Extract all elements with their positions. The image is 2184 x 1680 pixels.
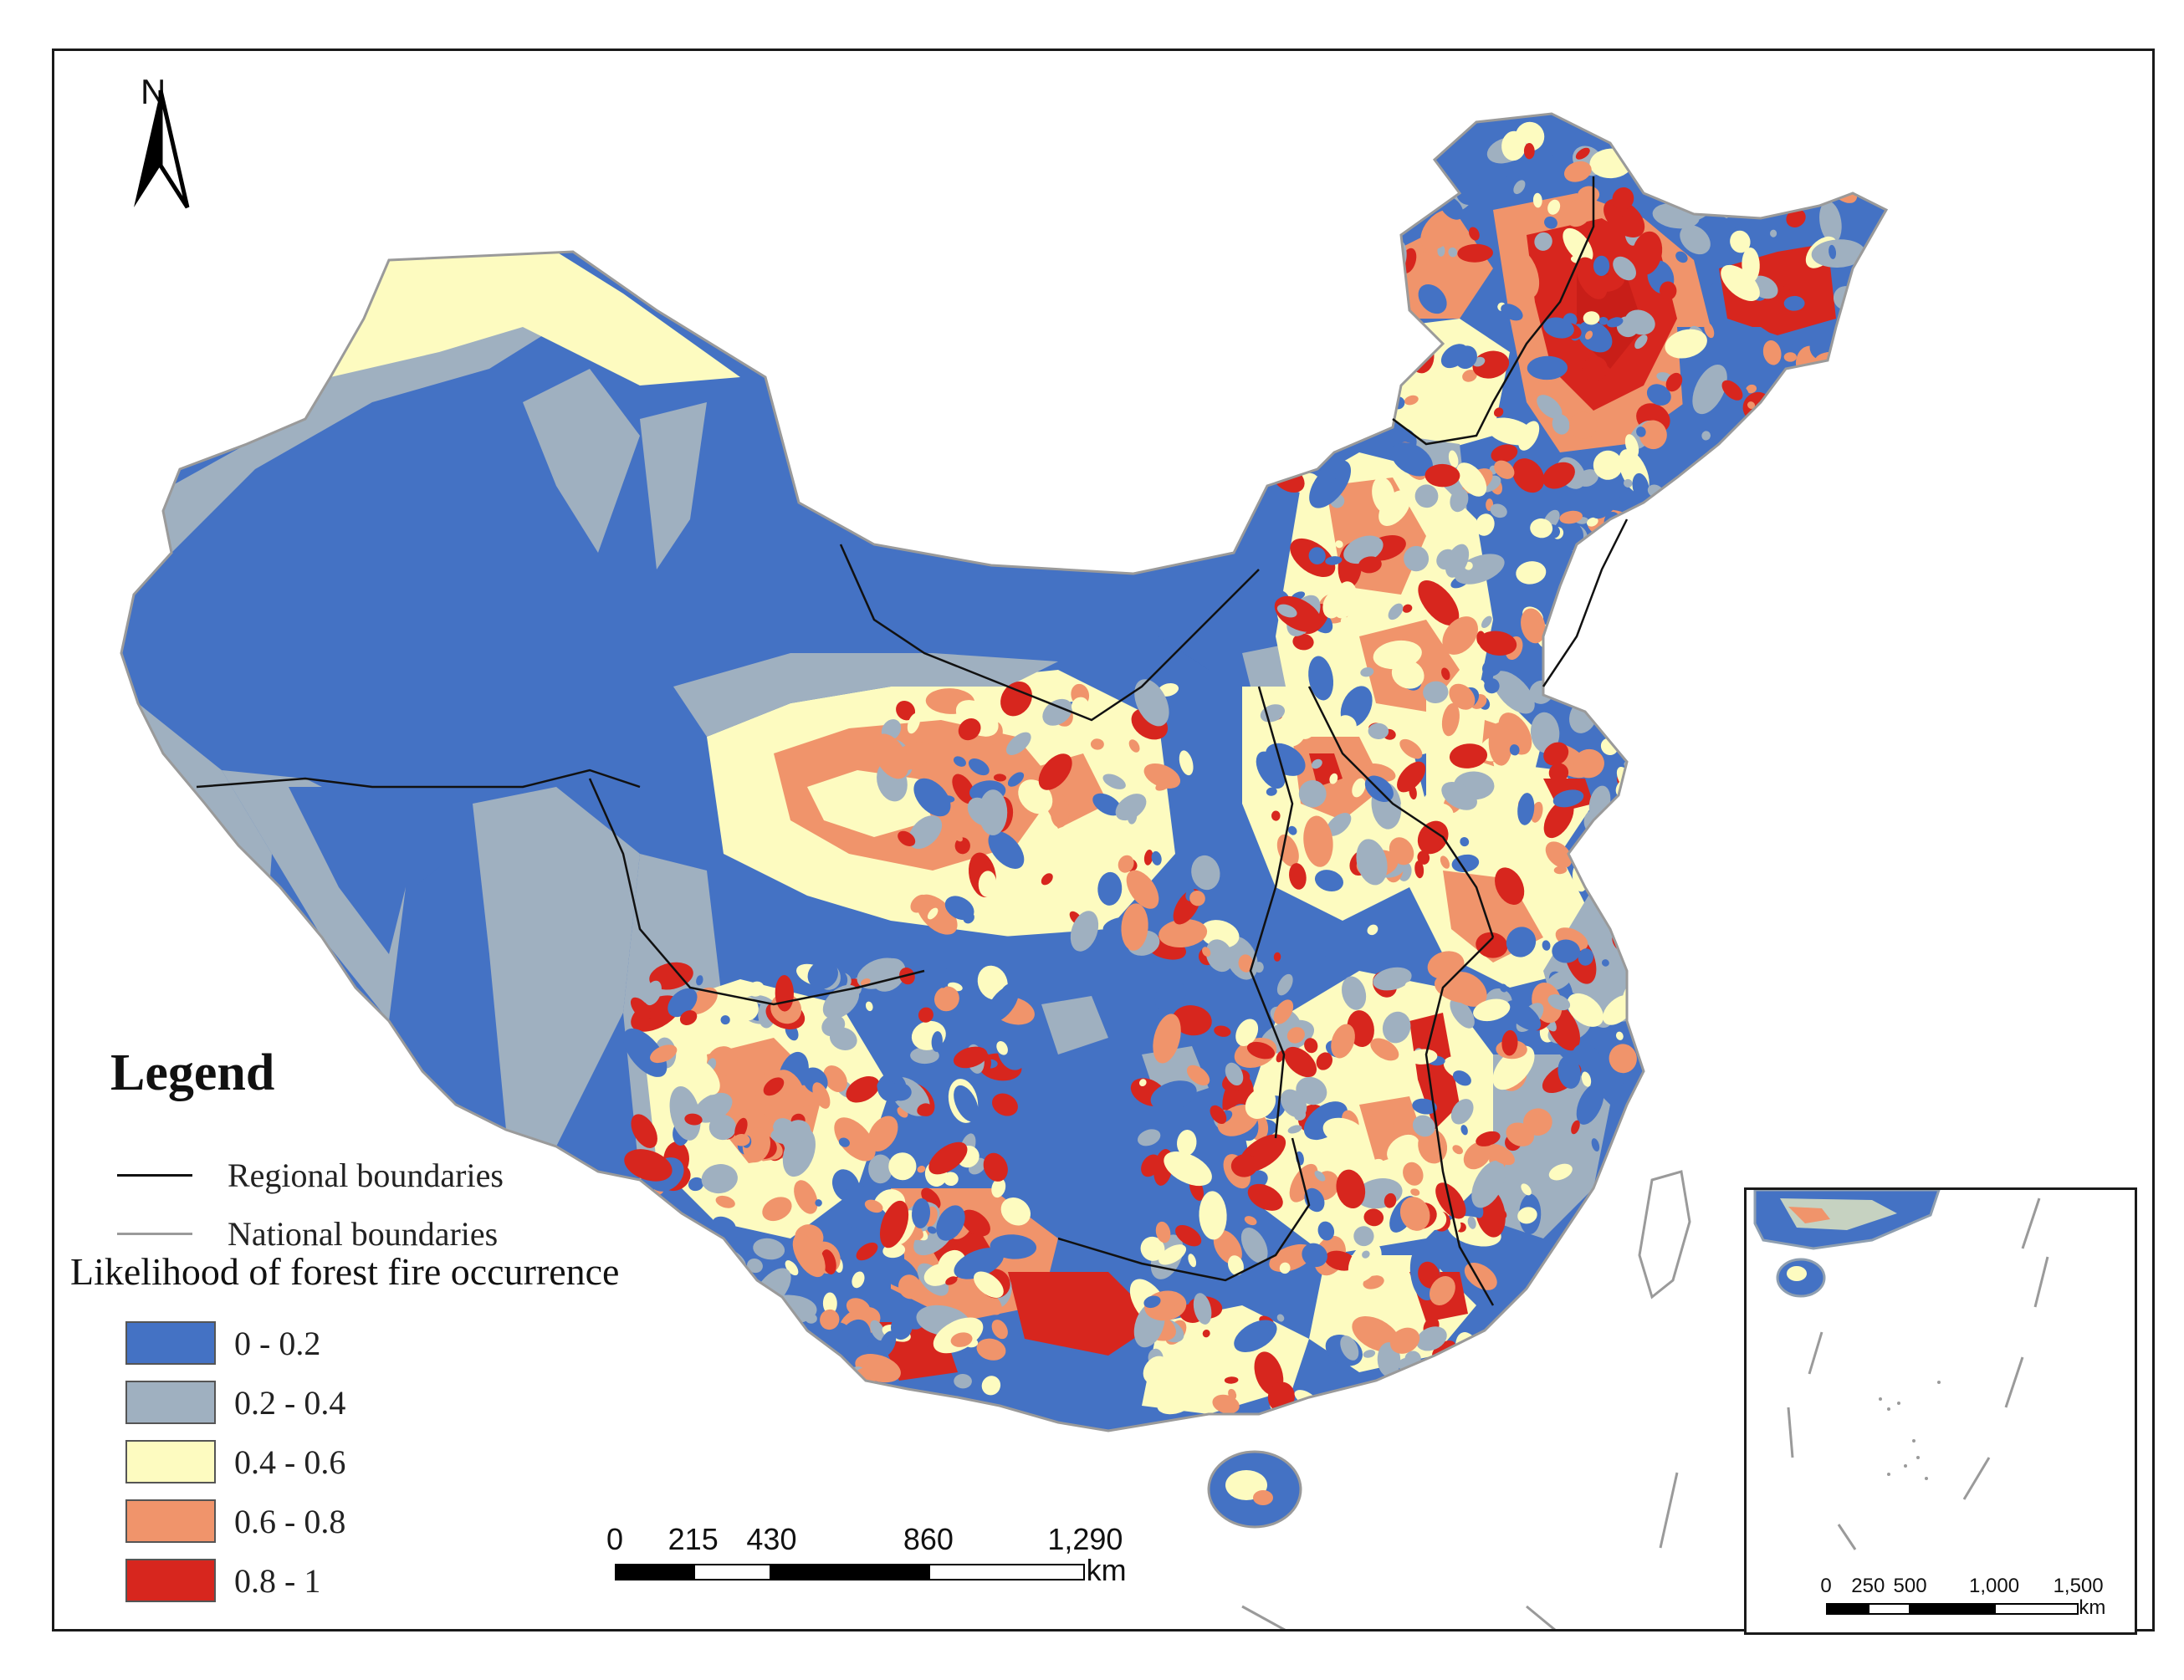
scale-tick-label: 215 [667, 1522, 719, 1556]
legend-class-swatch [125, 1321, 216, 1365]
legend-line-regional: Regional boundaries [117, 1150, 504, 1200]
china-fire-likelihood-map[interactable] [54, 51, 2155, 1631]
scale-segment [1910, 1603, 1995, 1615]
scale-tick-label: 1,290 [1047, 1522, 1123, 1556]
scale-unit-label: km [2079, 1596, 2106, 1619]
scale-segment [1868, 1603, 1910, 1615]
south-china-sea-inset[interactable]: 0 250 500 1,000 1,500 km [1744, 1187, 2137, 1635]
scale-tick-label: 430 [746, 1522, 797, 1556]
scale-tick-label: 0 [1820, 1575, 1832, 1597]
legend-class-row: 0.2 - 0.4 [125, 1379, 345, 1426]
scale-bar-main: 0 215 430 860 1,290 km [606, 1522, 1133, 1606]
inset-map [1753, 1190, 2049, 1550]
legend-class-swatch [125, 1381, 216, 1424]
legend-title: Legend [110, 1044, 275, 1101]
legend-class-swatch [125, 1559, 216, 1602]
scale-tick-label: 500 [1893, 1575, 1927, 1597]
maritime-boundary-line [1241, 1605, 1286, 1629]
legend-line-swatch [117, 1173, 192, 1177]
legend-class-swatch [125, 1499, 216, 1543]
legend-class-label: 0.8 - 1 [234, 1561, 321, 1600]
scale-segment [615, 1564, 693, 1580]
legend-classes-title: Likelihood of forest fire occurrence [70, 1250, 620, 1293]
taiwan-island [1638, 1170, 1691, 1300]
scale-segment [1994, 1603, 2079, 1615]
legend-line-national: National boundaries [117, 1208, 498, 1259]
legend-line-label: National boundaries [228, 1214, 499, 1253]
map-frame [52, 49, 2155, 1631]
regional-boundary-line [1542, 518, 1629, 687]
regional-boundary-line [1307, 686, 1495, 938]
scale-tick-label: 1,000 [1969, 1575, 2020, 1597]
regional-boundary-line [1392, 176, 1595, 446]
scale-tick-label: 860 [903, 1522, 954, 1556]
legend-class-label: 0.6 - 0.8 [234, 1502, 346, 1540]
scale-tick-label: 0 [606, 1522, 624, 1556]
legend-class-swatch [125, 1440, 216, 1483]
scale-segment [928, 1564, 1086, 1580]
legend-class-row: 0.8 - 1 [125, 1557, 320, 1604]
scale-tick-label: 250 [1851, 1575, 1885, 1597]
legend-class-row: 0.4 - 0.6 [125, 1438, 345, 1485]
scale-segment [693, 1564, 772, 1580]
legend-line-label: Regional boundaries [228, 1156, 504, 1194]
scale-tick-label: 1,500 [2053, 1575, 2104, 1597]
maritime-boundary-line [1659, 1472, 1679, 1549]
scale-segment [771, 1564, 928, 1580]
maritime-boundary-line [1526, 1605, 1557, 1629]
legend-class-label: 0 - 0.2 [234, 1324, 321, 1362]
legend-class-label: 0.4 - 0.6 [234, 1443, 346, 1481]
regional-boundary-line [1424, 937, 1495, 1306]
scale-segment [1826, 1603, 1869, 1615]
legend-line-swatch [117, 1232, 192, 1235]
legend-class-label: 0.2 - 0.4 [234, 1383, 346, 1422]
regional-boundary-line [588, 778, 925, 1006]
regional-boundary-line [196, 769, 641, 789]
scale-unit-label: km [1086, 1553, 1127, 1588]
scale-bar-inset: 0 250 500 1,000 1,500 km [1820, 1575, 2110, 1625]
regional-boundary-line [1057, 1137, 1311, 1282]
legend-class-row: 0.6 - 0.8 [125, 1498, 345, 1545]
regional-boundary-line [1249, 686, 1294, 1139]
north-arrow-icon [134, 89, 190, 209]
legend-class-row: 0 - 0.2 [125, 1320, 320, 1366]
regional-boundary-line [839, 544, 1260, 722]
